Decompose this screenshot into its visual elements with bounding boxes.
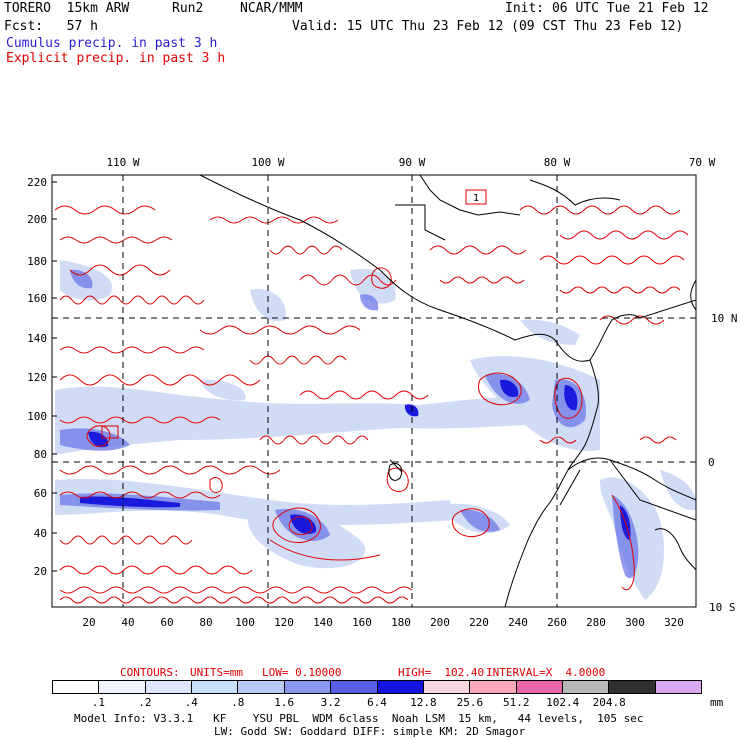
lon-label-70w: 70 W [689,156,716,169]
run-label: Run2 [172,1,204,16]
colorbar-cell [53,681,100,693]
colorbar-label: .2 [138,696,152,709]
colorbar-cell [655,681,702,693]
colorbar-cell [377,681,424,693]
x-tick: 60 [160,616,173,629]
lat-lon-grid [52,175,696,607]
colorbar-label: 51.2 [503,696,530,709]
x-tick: 100 [235,616,255,629]
x-tick: 160 [352,616,372,629]
legend-explicit: Explicit precip. in past 3 h [6,51,226,66]
init-time: Init: 06 UTC Tue 21 Feb 12 [505,1,709,16]
inset-box [465,189,487,205]
forecast-hour: Fcst: 57 h [4,19,98,34]
explicit-precip-contours [54,205,689,604]
colorbar-cell [609,681,656,693]
colorbar-label: .4 [184,696,198,709]
colorbar-cell [99,681,146,693]
colorbar-label: 6.4 [367,696,387,709]
lat-label-0: 0 [708,456,715,469]
x-tick: 140 [313,616,333,629]
colorbar-label: .8 [231,696,245,709]
colorbar-cell [284,681,332,693]
colorbar-label: 3.2 [320,696,341,709]
lat-label-10n: 10 N [711,312,738,325]
cumulus-precip-light [55,260,696,600]
contours-label: CONTOURS: [120,666,180,679]
y-tick: 100 [27,410,47,423]
contours-low: LOW= 0.10000 [262,666,342,679]
colorbar-cell [331,681,378,693]
x-tick: 260 [547,616,567,629]
valid-time: Valid: 15 UTC Thu 23 Feb 12 (09 CST Thu … [292,19,684,34]
colorbar-cell [470,681,517,693]
lon-label-110w: 110 W [106,156,139,169]
colorbar-cell [192,681,239,693]
colorbar-cell [423,681,471,693]
plot-frame [51,174,697,608]
y-tick: 120 [27,371,47,384]
model-info: Model Info: V3.3.1 KF YSU PBL WDM 6class… [74,712,644,725]
x-tick: 320 [664,616,684,629]
contours-units: UNITS=mm [190,666,243,679]
colorbar-cell [145,681,193,693]
colorbar-unit: mm [710,696,724,709]
lon-label-100w: 100 W [251,156,284,169]
coastlines [199,175,696,607]
colorbar-label: 12.8 [410,696,437,709]
colorbar-label: 25.6 [456,696,484,709]
x-tick: 20 [82,616,95,629]
lon-label-90w: 90 W [399,156,426,169]
x-tick: 200 [430,616,450,629]
colorbar-label: 204.8 [592,696,626,709]
x-tick: 300 [625,616,645,629]
x-tick: 240 [508,616,528,629]
colorbar-label: 102.4 [546,696,580,709]
y-tick: 220 [27,176,47,189]
colorbar [52,680,702,694]
x-tick: 40 [121,616,134,629]
y-tick: 60 [34,487,47,500]
y-tick: 160 [27,292,47,305]
physics-info: LW: Godd SW: Goddard DIFF: simple KM: 2D… [214,725,526,738]
lon-label-80w: 80 W [544,156,571,169]
colorbar-cell [238,681,285,693]
legend-cumulus: Cumulus precip. in past 3 h [6,36,218,51]
contours-interval: INTERVAL=X 4.0000 [486,666,606,679]
model-title: TORERO 15km ARW [4,1,130,16]
y-tick: 180 [27,255,47,268]
colorbar-label: .1 [91,696,106,709]
x-tick: 180 [391,616,411,629]
y-tick: 140 [27,332,47,345]
x-tick: 120 [274,616,294,629]
lat-label-10s: 10 S [709,601,736,614]
y-tick: 20 [34,565,47,578]
x-tick: 220 [469,616,489,629]
colorbar-cell [562,681,610,693]
x-tick: 280 [586,616,606,629]
contours-high: HIGH= 102.40 [398,666,485,679]
y-tick: 40 [34,527,47,540]
colorbar-label: 1.6 [274,696,295,709]
y-tick: 200 [27,213,47,226]
cumulus-precip-dark [80,379,631,540]
x-tick: 80 [199,616,212,629]
colorbar-cell [516,681,563,693]
y-tick: 80 [34,448,47,461]
inset-box-label: 1 [473,193,479,204]
center-label: NCAR/MMM [240,1,303,16]
